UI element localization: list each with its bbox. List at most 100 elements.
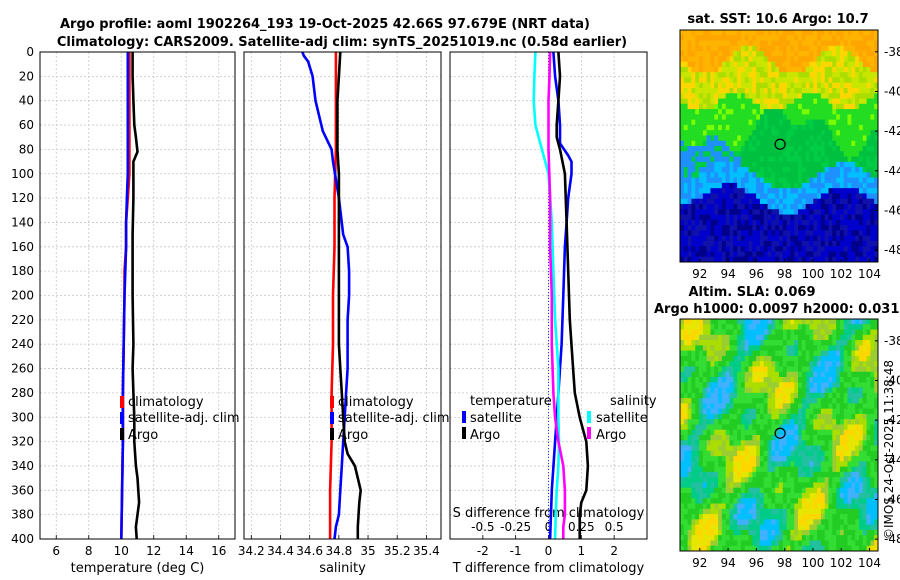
map-cell <box>866 119 871 126</box>
map-cell <box>687 535 692 541</box>
map-cell <box>687 240 692 247</box>
map-cell <box>680 225 685 231</box>
map-cell <box>862 487 867 494</box>
map-cell <box>817 35 822 41</box>
map-cell <box>699 77 704 84</box>
map-cell <box>733 429 738 436</box>
map-cell <box>775 114 780 121</box>
map-cell <box>851 256 856 263</box>
map-cell <box>695 140 700 147</box>
map-cell <box>683 524 689 531</box>
map-cell <box>786 429 791 436</box>
map-cell <box>695 535 700 541</box>
map-cell <box>752 61 757 68</box>
map-cell <box>687 540 692 547</box>
map-cell <box>771 209 776 215</box>
map-cell <box>733 471 738 478</box>
map-cell <box>759 56 765 63</box>
map-cell <box>680 545 685 552</box>
map-cell <box>748 345 753 352</box>
map-cell <box>775 204 780 210</box>
map-cell <box>794 256 799 263</box>
map-cell <box>699 413 704 420</box>
map-cell <box>801 371 807 378</box>
map-cell <box>706 466 711 473</box>
map-cell <box>843 172 848 179</box>
map-cell <box>775 445 780 452</box>
map-cell <box>706 535 711 541</box>
map-cell <box>748 146 753 152</box>
map-cell <box>779 503 784 510</box>
map-cell <box>733 77 738 84</box>
map-cell <box>699 82 704 89</box>
map-cell <box>855 135 860 142</box>
map-cell <box>756 151 761 157</box>
map-cell <box>718 498 723 504</box>
map-cell <box>870 482 875 489</box>
map-cell <box>759 103 765 110</box>
map-cell <box>725 182 730 189</box>
map-cell <box>714 72 719 78</box>
map-cell <box>771 329 776 336</box>
map-cell <box>851 392 856 399</box>
map-cell <box>699 377 704 383</box>
map-cell <box>752 251 757 258</box>
map-cell <box>786 461 791 468</box>
map-cell <box>805 477 810 483</box>
map-cell <box>790 204 795 210</box>
map-cell <box>790 40 795 47</box>
map-cell <box>798 230 803 237</box>
map-cell <box>752 172 757 179</box>
map-cell <box>779 161 784 168</box>
map-cell <box>729 382 734 388</box>
map-cell <box>725 398 730 404</box>
map-cell <box>798 66 803 73</box>
map-cell <box>862 514 867 520</box>
map-cell <box>866 435 871 441</box>
map-cell <box>691 156 696 163</box>
map-cell <box>699 204 704 210</box>
map-cell <box>820 355 826 362</box>
map-cell <box>809 66 814 73</box>
map-cell <box>680 246 685 252</box>
map-cell <box>695 182 700 189</box>
map-cell <box>714 487 719 494</box>
map-cell <box>683 209 689 215</box>
map-cell <box>813 45 818 52</box>
map-cell <box>680 466 685 473</box>
map-cell <box>710 471 715 478</box>
map-cell <box>798 519 803 526</box>
map-cell <box>763 156 768 163</box>
map-cell <box>828 135 833 142</box>
map-cell <box>725 198 730 205</box>
map-cell <box>775 214 780 221</box>
x-tick-label: -1 <box>510 544 522 558</box>
map-cell <box>862 140 867 147</box>
map-cell <box>820 35 826 41</box>
map-cell <box>680 487 685 494</box>
map-cell <box>699 93 704 99</box>
map-cell <box>752 103 757 110</box>
map-cell <box>748 204 753 210</box>
map-cell <box>699 477 704 483</box>
map-cell <box>702 340 708 346</box>
map-cell <box>683 30 689 36</box>
map-cell <box>721 30 727 36</box>
map-cell <box>851 61 856 68</box>
map-cell <box>767 403 772 410</box>
map-cell <box>828 77 833 84</box>
map-cell <box>699 251 704 258</box>
map-cell <box>710 429 715 436</box>
map-cell <box>820 88 826 94</box>
map-cell <box>710 529 715 536</box>
map-cell <box>801 471 807 478</box>
map-cell <box>695 151 700 157</box>
map-cell <box>805 334 810 341</box>
map-cell <box>691 66 696 73</box>
map-cell <box>862 498 867 504</box>
map-cell <box>870 177 875 184</box>
map-cell <box>866 398 871 404</box>
map-cell <box>866 403 871 410</box>
map-cell <box>763 350 768 357</box>
map-cell <box>836 493 841 499</box>
